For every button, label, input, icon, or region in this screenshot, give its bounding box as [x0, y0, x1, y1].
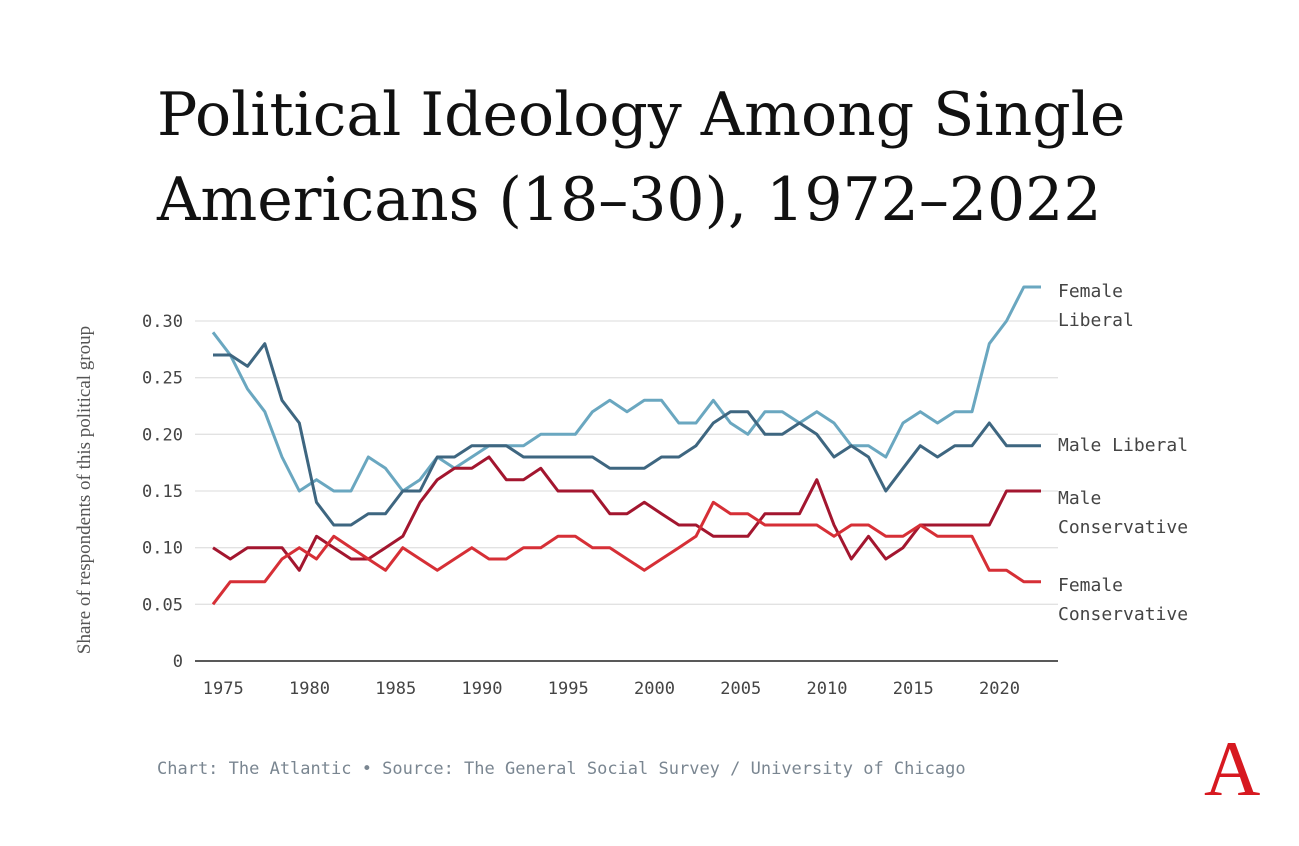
y-tick-label: 0.10 [142, 539, 183, 559]
series-lines [211, 285, 1041, 606]
x-tick-label: 1990 [462, 679, 503, 699]
x-tick-label: 1980 [289, 679, 330, 699]
chart-title-line-2: Americans (18–30), 1972–2022 [156, 165, 1102, 235]
x-tick-label: 1975 [203, 679, 244, 699]
y-tick-label: 0.15 [142, 482, 183, 502]
y-tick-label: 0.05 [142, 595, 183, 615]
series-line-female-liberal [211, 285, 1041, 493]
x-tick-label: 1985 [375, 679, 416, 699]
series-line-male-liberal [213, 342, 1041, 527]
y-tick-label: 0.30 [142, 312, 183, 332]
y-tick-label: 0.20 [142, 425, 183, 445]
series-label: Male Liberal [1058, 435, 1188, 456]
series-label: Conservative [1058, 517, 1188, 538]
y-tick-label: 0 [173, 652, 183, 672]
y-axis-label: Share of respondents of this political g… [74, 326, 95, 654]
y-axis-ticks: 0 0.05 0.10 0.15 0.20 0.25 0.30 [142, 312, 183, 672]
x-tick-label: 2015 [893, 679, 934, 699]
chart-footer: Chart: The Atlantic • Source: The Genera… [157, 759, 966, 779]
series-labels: Female Liberal Male Liberal Male Conservativ… [1058, 281, 1188, 625]
gridlines [195, 320, 1058, 605]
series-label: Liberal [1058, 310, 1134, 331]
x-tick-label: 2020 [979, 679, 1020, 699]
x-tick-label: 1995 [548, 679, 589, 699]
x-tick-label: 2000 [634, 679, 675, 699]
x-tick-label: 2005 [720, 679, 761, 699]
series-label: Female [1058, 575, 1123, 596]
atlantic-logo: A [1204, 725, 1260, 812]
series-label: Conservative [1058, 604, 1188, 625]
x-axis-ticks: 1975 1980 1985 1990 1995 2000 2005 2010 2015 2020 [203, 679, 1020, 699]
series-label: Male [1058, 488, 1101, 509]
chart-title-line-1: Political Ideology Among Single [157, 80, 1125, 150]
y-tick-label: 0.25 [142, 369, 183, 389]
series-line-male-conservative [212, 455, 1041, 572]
x-tick-label: 2010 [807, 679, 848, 699]
series-line-female-conservative [211, 500, 1041, 606]
series-label: Female [1058, 281, 1123, 302]
